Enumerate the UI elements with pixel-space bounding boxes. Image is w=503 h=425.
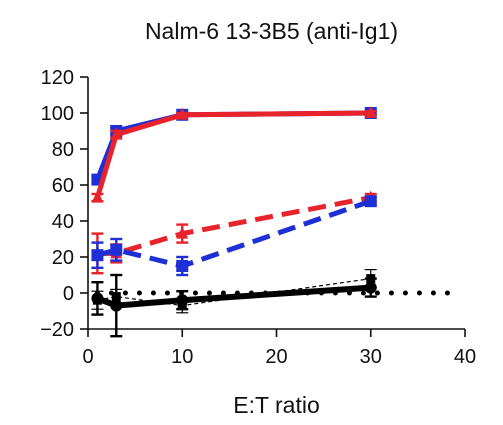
series-3 <box>91 195 377 277</box>
data-point <box>110 243 123 256</box>
y-tick-label: 40 <box>52 211 74 233</box>
axes: −20 0 20 40 60 80 100 120 0 10 20 30 40 <box>40 67 476 368</box>
series-line <box>97 278 371 307</box>
x-tick-label: 20 <box>265 346 287 368</box>
y-tick-label: 20 <box>52 247 74 269</box>
chart-title: Nalm-6 13-3B5 (anti-Ig1) <box>144 18 399 44</box>
data-point <box>110 127 123 140</box>
series-layer <box>91 106 454 338</box>
series-line <box>97 195 372 256</box>
data-point <box>111 292 121 302</box>
x-tick-label: 40 <box>454 346 476 368</box>
y-tick-label: 0 <box>63 283 74 305</box>
y-tick-label: −20 <box>40 319 74 341</box>
data-point <box>110 299 123 312</box>
series-1 <box>91 106 377 203</box>
y-tick-label: 80 <box>52 139 74 161</box>
series-line <box>96 198 372 269</box>
data-point <box>366 274 376 284</box>
x-axis-label: E:T ratio <box>233 392 320 418</box>
data-point <box>176 107 189 120</box>
series-2 <box>91 190 377 275</box>
y-tick-label: 100 <box>41 103 74 125</box>
x-tick-label: 30 <box>360 346 382 368</box>
data-point <box>364 195 377 208</box>
series-line <box>96 284 371 309</box>
data-point <box>364 106 377 118</box>
x-tick-label: 10 <box>171 346 193 368</box>
series-line <box>95 110 371 199</box>
data-point <box>92 295 102 305</box>
data-point <box>91 190 104 203</box>
data-point <box>176 226 189 239</box>
data-point <box>176 260 189 272</box>
data-point <box>91 249 104 262</box>
series-0 <box>91 107 377 186</box>
data-point <box>177 301 187 311</box>
y-tick-label: 60 <box>52 175 74 197</box>
y-tick-label: 120 <box>41 67 74 89</box>
series-line <box>95 110 371 181</box>
x-tick-label: 0 <box>82 346 93 368</box>
